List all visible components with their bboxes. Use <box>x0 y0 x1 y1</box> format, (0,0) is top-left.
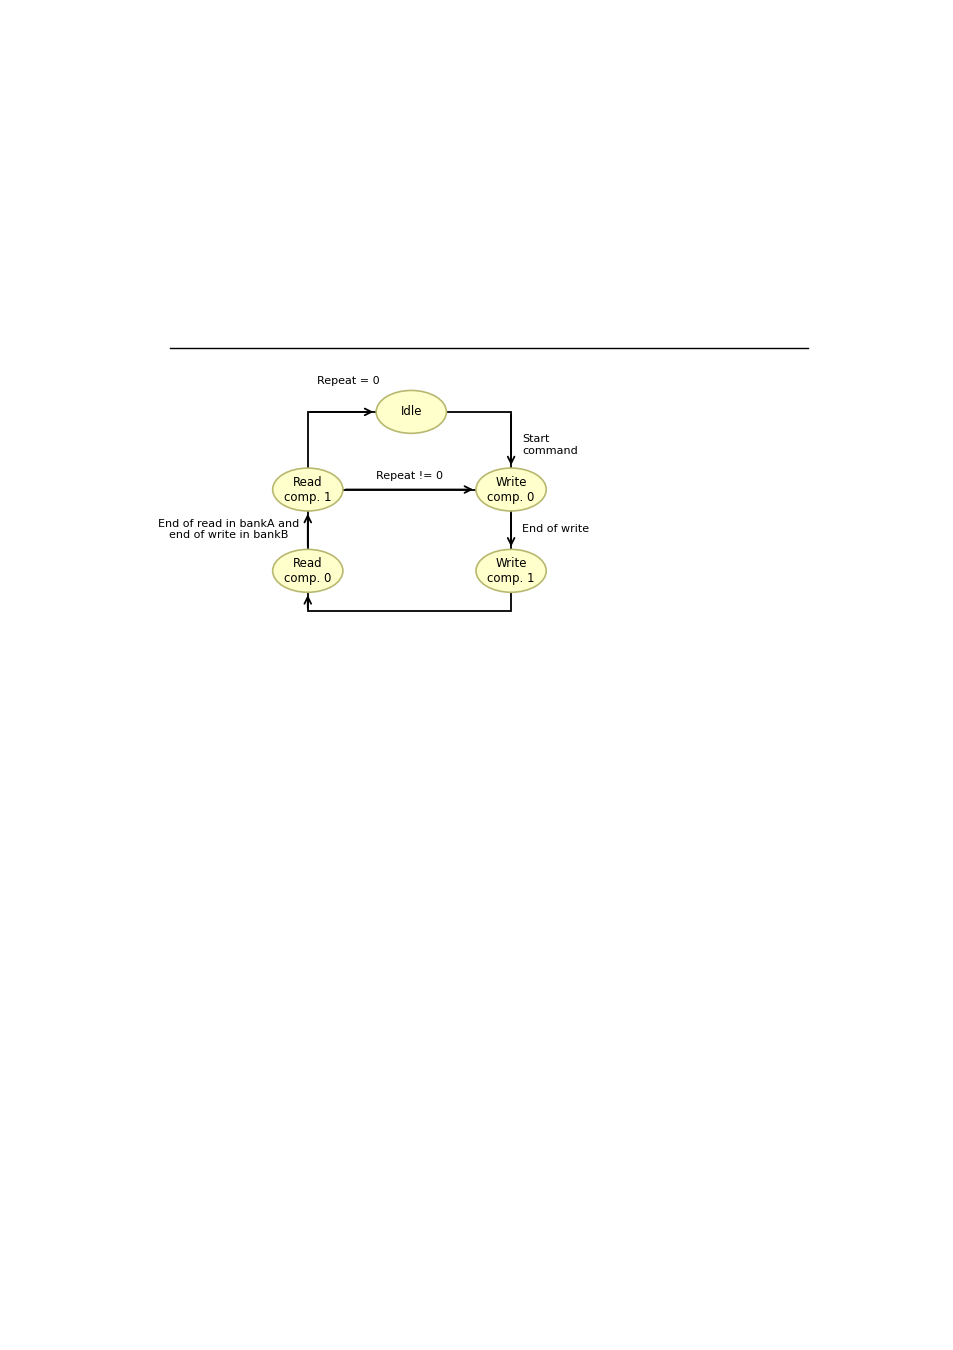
Ellipse shape <box>476 468 546 510</box>
Text: End of write: End of write <box>521 524 589 535</box>
Ellipse shape <box>375 390 446 433</box>
Ellipse shape <box>273 468 342 510</box>
Text: Read
comp. 1: Read comp. 1 <box>284 475 332 504</box>
Text: Repeat != 0: Repeat != 0 <box>375 471 443 482</box>
Text: Repeat = 0: Repeat = 0 <box>317 377 379 386</box>
Text: Read
comp. 0: Read comp. 0 <box>284 556 331 585</box>
Text: Idle: Idle <box>400 405 421 418</box>
Text: Start
command: Start command <box>521 435 578 456</box>
Text: Write
comp. 0: Write comp. 0 <box>487 475 535 504</box>
Text: End of read in bankA and
end of write in bankB: End of read in bankA and end of write in… <box>158 518 299 540</box>
Ellipse shape <box>476 549 546 593</box>
Ellipse shape <box>273 549 342 593</box>
Text: Write
comp. 1: Write comp. 1 <box>487 556 535 585</box>
